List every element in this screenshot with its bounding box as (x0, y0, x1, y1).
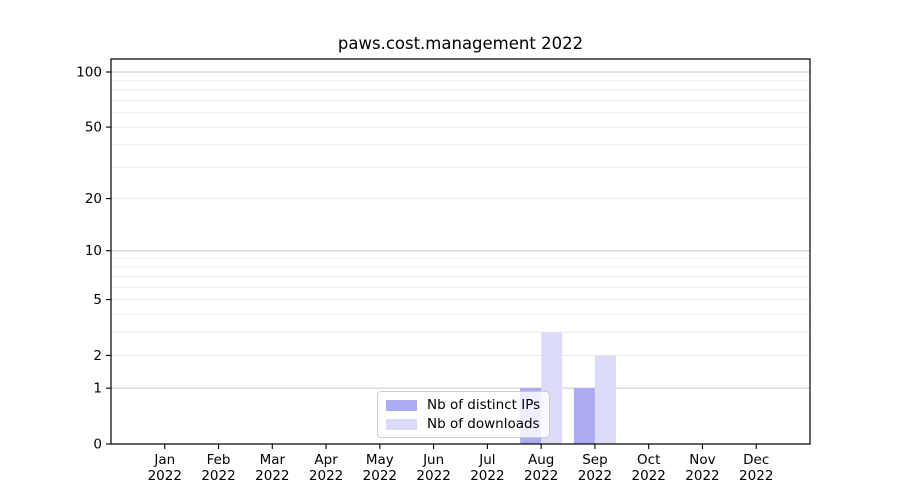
x-tick-label-year: 2022 (632, 468, 666, 484)
x-tick-label-year: 2022 (524, 468, 558, 484)
y-tick-label: 20 (85, 191, 102, 207)
x-tick-label-month: Apr (314, 452, 338, 468)
x-tick-label-month: Jul (478, 452, 495, 468)
chart-title: paws.cost.management 2022 (337, 34, 584, 53)
x-tick-label-month: Dec (743, 452, 769, 468)
x-tick-label-year: 2022 (578, 468, 612, 484)
legend: Nb of distinct IPs Nb of downloads (377, 391, 551, 438)
legend-item: Nb of distinct IPs (386, 397, 540, 413)
x-tick-label-month: Jun (422, 452, 444, 468)
legend-swatch (386, 418, 417, 430)
y-tick-label: 10 (85, 243, 102, 259)
x-tick-label-year: 2022 (739, 468, 773, 484)
y-tick-label: 50 (85, 120, 102, 136)
y-tick-label: 100 (76, 65, 102, 81)
legend-item: Nb of downloads (386, 416, 540, 432)
x-tick-label-year: 2022 (416, 468, 450, 484)
x-tick-label-month: Sep (582, 452, 607, 468)
x-tick-label-month: Feb (207, 452, 231, 468)
x-tick-label-year: 2022 (309, 468, 343, 484)
legend-swatch (386, 399, 417, 411)
x-tick-label-month: May (366, 452, 394, 468)
legend-label: Nb of downloads (427, 416, 540, 432)
y-tick-label: 5 (93, 292, 102, 308)
x-tick-label-month: Oct (637, 452, 660, 468)
x-tick-label-year: 2022 (363, 468, 397, 484)
x-tick-label-month: Aug (528, 452, 554, 468)
bar (573, 388, 595, 444)
x-tick-label-year: 2022 (685, 468, 719, 484)
x-tick-label-month: Jan (153, 452, 175, 468)
x-tick-label-year: 2022 (148, 468, 182, 484)
x-tick-label-year: 2022 (201, 468, 235, 484)
x-tick-label-year: 2022 (255, 468, 289, 484)
y-tick-label: 0 (93, 437, 102, 453)
x-tick-label-year: 2022 (470, 468, 504, 484)
x-tick-label-month: Mar (260, 452, 286, 468)
y-tick-label: 2 (93, 348, 102, 364)
plot-border (110, 58, 811, 445)
bar (594, 355, 616, 444)
legend-label: Nb of distinct IPs (427, 397, 541, 413)
y-tick-label: 1 (93, 381, 102, 397)
x-tick-label-month: Nov (689, 452, 715, 468)
